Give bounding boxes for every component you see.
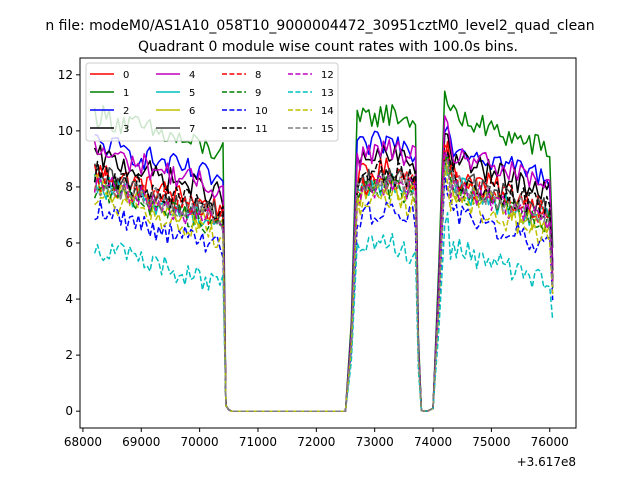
legend-label-1: 1 bbox=[123, 88, 129, 99]
chart-suptitle: n file: modeM0/AS1A10_058T10_9000004472_… bbox=[45, 18, 594, 34]
x-tick-label: 74000 bbox=[414, 435, 452, 449]
y-tick-label: 10 bbox=[58, 124, 73, 138]
series-line-15 bbox=[94, 160, 554, 412]
y-tick-label: 2 bbox=[65, 348, 73, 362]
y-tick-label: 6 bbox=[65, 236, 73, 250]
legend-label-2: 2 bbox=[123, 106, 129, 117]
legend-label-9: 9 bbox=[255, 88, 261, 99]
y-tick-label: 8 bbox=[65, 180, 73, 194]
legend-label-4: 4 bbox=[189, 70, 195, 81]
x-tick-label: 70000 bbox=[181, 435, 219, 449]
legend-label-0: 0 bbox=[123, 70, 129, 81]
legend-label-3: 3 bbox=[123, 124, 129, 135]
x-offset-label: +3.617e8 bbox=[517, 455, 576, 469]
legend-box bbox=[85, 62, 339, 142]
legend-label-12: 12 bbox=[321, 70, 334, 81]
legend-label-15: 15 bbox=[321, 124, 334, 135]
x-tick-label: 73000 bbox=[356, 435, 394, 449]
plot-lines bbox=[93, 90, 554, 412]
legend-label-7: 7 bbox=[189, 124, 195, 135]
chart-title: Quadrant 0 module wise count rates with … bbox=[138, 39, 518, 55]
legend-label-8: 8 bbox=[255, 70, 261, 81]
x-tick-label: 75000 bbox=[472, 435, 510, 449]
x-axis: 68000 69000 70000 71000 72000 73000 74000 75000… bbox=[64, 428, 569, 449]
legend-label-13: 13 bbox=[321, 88, 334, 99]
x-tick-label: 71000 bbox=[239, 435, 277, 449]
x-tick-label: 68000 bbox=[64, 435, 102, 449]
x-tick-label: 72000 bbox=[297, 435, 335, 449]
y-tick-label: 12 bbox=[58, 68, 73, 82]
series-line-4 bbox=[93, 115, 554, 412]
x-tick-label: 69000 bbox=[122, 435, 160, 449]
y-tick-label: 0 bbox=[65, 404, 73, 418]
legend-label-6: 6 bbox=[189, 106, 195, 117]
y-axis: 0 2 4 6 8 10 12 bbox=[58, 68, 80, 418]
legend-label-11: 11 bbox=[255, 124, 268, 135]
legend-label-10: 10 bbox=[255, 106, 268, 117]
legend-label-14: 14 bbox=[321, 106, 334, 117]
series-line-3 bbox=[93, 132, 554, 412]
y-tick-label: 4 bbox=[65, 292, 73, 306]
series-line-13 bbox=[93, 211, 554, 412]
x-tick-label: 76000 bbox=[531, 435, 569, 449]
legend-label-5: 5 bbox=[189, 88, 195, 99]
